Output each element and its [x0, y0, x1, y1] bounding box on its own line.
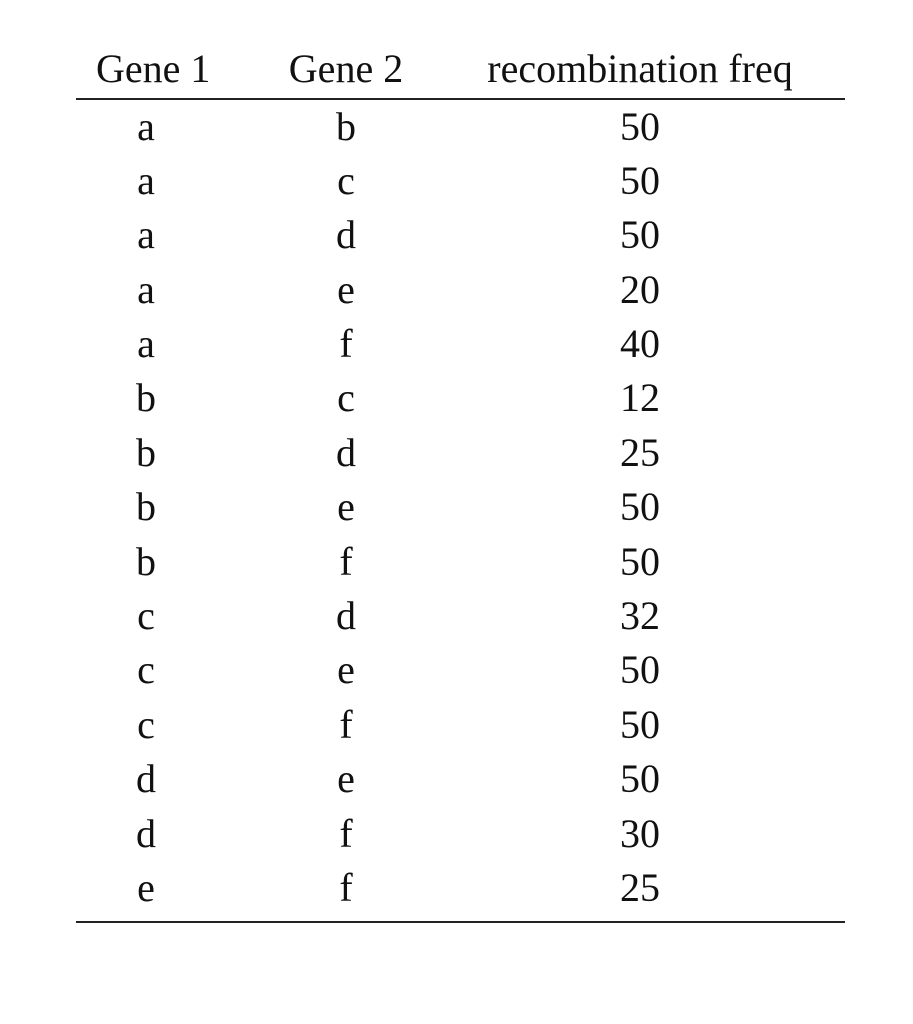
- gene-2-cell: e: [337, 756, 355, 802]
- gene-1-cell: d: [136, 810, 156, 856]
- table-row: a c 50: [76, 154, 845, 208]
- gene-1-cell: b: [136, 429, 156, 475]
- table-row: a b 50: [76, 100, 845, 154]
- gene-1-cell: c: [137, 593, 155, 639]
- recombination-freq-cell: 50: [620, 103, 660, 149]
- table-row: d e 50: [76, 752, 845, 806]
- table-row: a e 20: [76, 263, 845, 317]
- recombination-freq-cell: 30: [620, 810, 660, 856]
- top-rule: [76, 98, 845, 100]
- recombination-freq-cell: 20: [620, 266, 660, 312]
- gene-2-cell: d: [336, 429, 356, 475]
- gene-1-cell: c: [137, 701, 155, 747]
- table-row: b e 50: [76, 480, 845, 534]
- gene-1-cell: b: [136, 484, 156, 530]
- table-row: c d 32: [76, 589, 845, 643]
- table-row: b f 50: [76, 535, 845, 589]
- recombination-table: Gene 1 Gene 2 recombination freq a b 50 a c 5…: [76, 42, 845, 923]
- gene-1-cell: d: [136, 756, 156, 802]
- gene-2-cell: e: [337, 484, 355, 530]
- gene-2-cell: b: [336, 103, 356, 149]
- table-row: a d 50: [76, 208, 845, 262]
- recombination-freq-cell: 50: [620, 701, 660, 747]
- gene-1-cell: b: [136, 375, 156, 421]
- recombination-freq-cell: 40: [620, 321, 660, 367]
- gene-2-cell: d: [336, 212, 356, 258]
- recombination-freq-cell: 25: [620, 429, 660, 475]
- recombination-freq-cell: 25: [620, 864, 660, 910]
- gene-1-cell: a: [137, 321, 155, 367]
- gene-2-cell: f: [339, 538, 353, 584]
- table-row: b c 12: [76, 371, 845, 425]
- header-recombination-freq: recombination freq: [487, 46, 793, 91]
- gene-1-cell: a: [137, 266, 155, 312]
- table-row: b d 25: [76, 426, 845, 480]
- table-row: c e 50: [76, 643, 845, 697]
- recombination-freq-cell: 50: [620, 538, 660, 584]
- table-body: a b 50 a c 50 a d 50 a e 20 a f 40 b c 12 b d 25 b e 50 b f 50 c d 32…: [76, 100, 845, 916]
- gene-2-cell: f: [339, 864, 353, 910]
- table-row: a f 40: [76, 317, 845, 371]
- gene-1-cell: a: [137, 157, 155, 203]
- recombination-freq-cell: 50: [620, 212, 660, 258]
- header-gene-2: Gene 2: [288, 46, 404, 91]
- table-row: e f 25: [76, 861, 845, 915]
- bottom-rule: [76, 921, 845, 923]
- gene-2-cell: f: [339, 810, 353, 856]
- gene-1-cell: c: [137, 647, 155, 693]
- recombination-freq-cell: 12: [620, 375, 660, 421]
- gene-2-cell: c: [337, 375, 355, 421]
- gene-2-cell: d: [336, 593, 356, 639]
- gene-1-cell: e: [137, 864, 155, 910]
- recombination-freq-cell: 50: [620, 484, 660, 530]
- recombination-freq-cell: 50: [620, 756, 660, 802]
- gene-1-cell: a: [137, 212, 155, 258]
- recombination-freq-cell: 50: [620, 647, 660, 693]
- gene-2-cell: f: [339, 701, 353, 747]
- header-row: Gene 1 Gene 2 recombination freq: [76, 42, 845, 98]
- gene-2-cell: e: [337, 647, 355, 693]
- gene-1-cell: a: [137, 103, 155, 149]
- gene-1-cell: b: [136, 538, 156, 584]
- gene-2-cell: f: [339, 321, 353, 367]
- gene-2-cell: c: [337, 157, 355, 203]
- table-row: c f 50: [76, 698, 845, 752]
- recombination-freq-cell: 32: [620, 593, 660, 639]
- table-row: d f 30: [76, 807, 845, 861]
- header-gene-1: Gene 1: [96, 46, 211, 91]
- recombination-freq-cell: 50: [620, 157, 660, 203]
- gene-2-cell: e: [337, 266, 355, 312]
